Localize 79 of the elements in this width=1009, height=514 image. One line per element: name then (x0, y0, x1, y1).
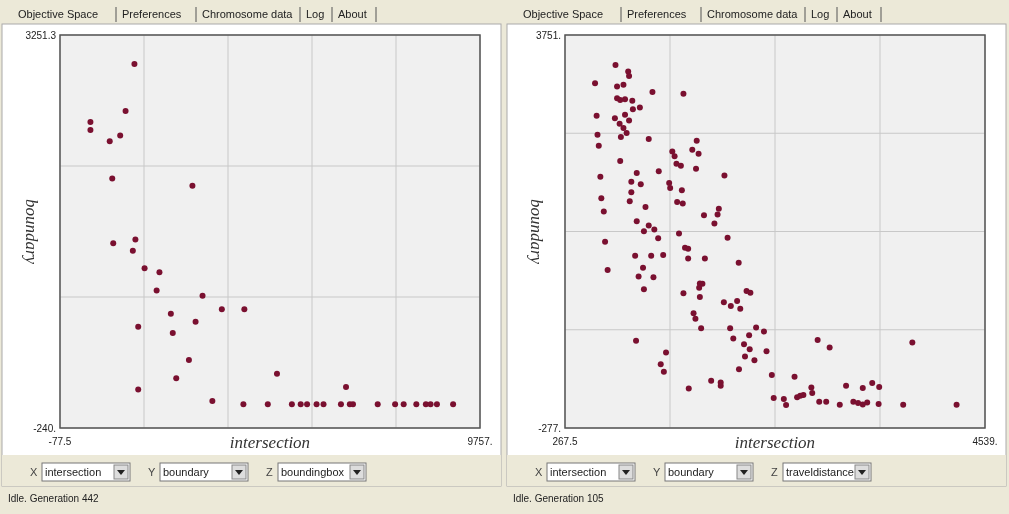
text: Chromosome data (707, 8, 799, 20)
point (304, 401, 311, 408)
text: Preferences (122, 8, 182, 20)
point (343, 384, 350, 391)
point (122, 107, 129, 114)
point (131, 60, 138, 67)
point (218, 306, 225, 313)
point (153, 287, 160, 294)
point (422, 401, 429, 408)
point (320, 401, 327, 408)
text: Preferences (627, 8, 687, 20)
point (209, 398, 216, 405)
point (297, 401, 304, 408)
x-tick-label: -77.5 (48, 436, 72, 447)
point (109, 175, 116, 182)
text: boundary (163, 466, 210, 478)
y-axis-title: boundary (527, 198, 546, 265)
point (413, 401, 420, 408)
point (106, 138, 113, 145)
x-axis-title: intersection (229, 433, 311, 452)
point (374, 401, 381, 408)
text: Objective Space (18, 8, 99, 20)
text: Chromosome data (202, 8, 294, 20)
point (156, 269, 163, 276)
point (185, 357, 192, 364)
text: boundingbox (281, 466, 345, 478)
text: intersection (550, 466, 607, 478)
point (400, 401, 407, 408)
x-axis-title: intersection (734, 433, 816, 452)
point (450, 401, 457, 408)
point (427, 401, 434, 408)
x-tick-label: 4539. (972, 436, 998, 447)
point (241, 306, 248, 313)
y-tick-label: -277. (538, 422, 561, 434)
text: X (535, 466, 543, 478)
point (199, 292, 206, 299)
point (135, 323, 142, 330)
text: boundary (668, 466, 715, 478)
point (132, 236, 139, 243)
point (129, 247, 136, 254)
text: intersection (45, 466, 102, 478)
y-tick-label: -240. (33, 422, 56, 434)
text: Z (771, 466, 778, 478)
point (273, 370, 280, 377)
text: Log (306, 8, 325, 20)
text: About (338, 8, 367, 20)
point (392, 401, 399, 408)
text: Y (653, 466, 661, 478)
point (288, 401, 295, 408)
point (192, 318, 199, 325)
point (117, 132, 124, 139)
text: Y (148, 466, 156, 478)
point (337, 401, 344, 408)
point (87, 126, 94, 133)
point (87, 118, 94, 125)
point (110, 240, 117, 247)
x-tick-label: 267.5 (552, 436, 578, 447)
text: X (30, 466, 38, 478)
y-tick-label: 3251.3 (25, 29, 57, 41)
text: Objective Space (523, 8, 604, 20)
y-tick-label: 3751. (535, 29, 561, 41)
point (141, 265, 148, 272)
point (135, 386, 142, 393)
y-axis-title: boundary (22, 198, 41, 265)
point (313, 401, 320, 408)
point (167, 310, 174, 317)
x-tick-label: 9757. (467, 436, 493, 447)
point (173, 375, 180, 382)
text: Z (266, 466, 273, 478)
text: Idle. Generation 442 (8, 493, 100, 504)
point (189, 182, 196, 189)
point (169, 330, 176, 337)
point (240, 401, 247, 408)
point (433, 401, 440, 408)
point (264, 401, 271, 408)
text: traveldistance (786, 466, 854, 478)
text: Idle. Generation 105 (513, 493, 605, 504)
text: Log (811, 8, 830, 20)
text: About (843, 8, 872, 20)
